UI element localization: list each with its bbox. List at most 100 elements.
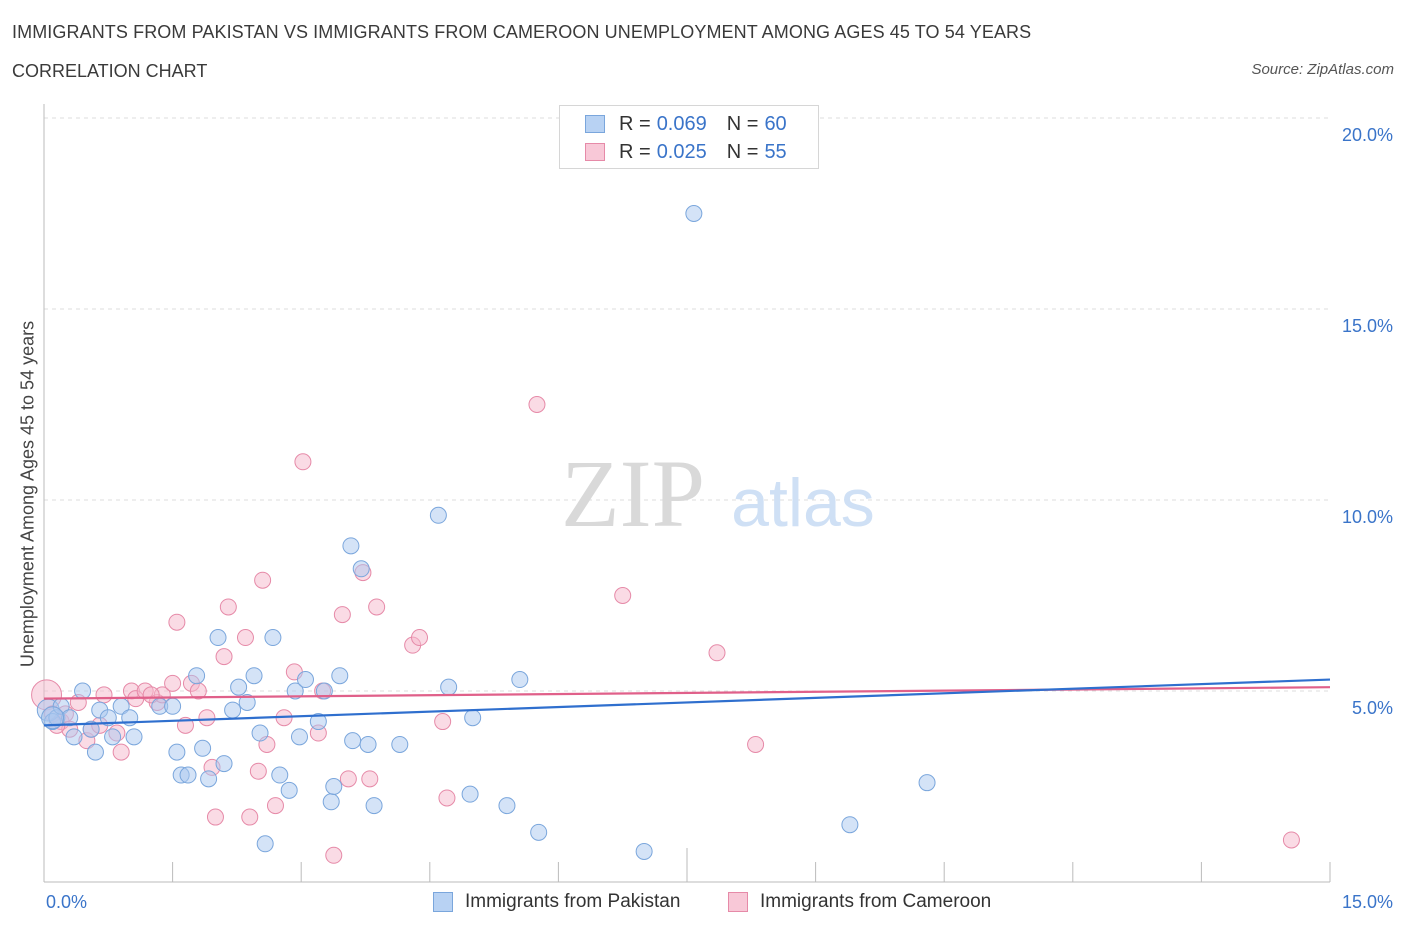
- trend-lines: [43, 678, 1331, 727]
- pakistan-point: [209, 629, 227, 647]
- pakistan-point: [286, 682, 304, 700]
- pakistan-point: [104, 728, 122, 746]
- stats-legend: R = 0.069 N = 60 R = 0.025 N = 55: [559, 105, 819, 169]
- cameroon-trend-line: [43, 686, 1331, 700]
- cameroon-point: [164, 674, 182, 692]
- pakistan-point: [82, 720, 100, 738]
- pakistan-point: [65, 728, 83, 746]
- cameroon-point: [95, 686, 113, 704]
- pakistan-point: [238, 693, 256, 711]
- legend-r-label: R =: [619, 140, 651, 163]
- cameroon-point: [254, 571, 272, 589]
- pakistan-point: [429, 506, 447, 524]
- pakistan-point: [918, 774, 936, 792]
- cameroon-point: [219, 598, 237, 616]
- legend-r-value-pakistan: 0.069: [656, 112, 707, 135]
- pakistan-point: [342, 537, 360, 555]
- pakistan-point: [194, 739, 212, 757]
- pakistan-point: [391, 735, 409, 753]
- pakistan-point: [325, 778, 343, 795]
- pakistan-point: [296, 671, 314, 689]
- pakistan-swatch: [585, 115, 605, 133]
- cameroon-point: [438, 789, 456, 807]
- legend-n-label: N =: [726, 140, 759, 163]
- pakistan-point: [530, 823, 548, 841]
- cameroon-point: [708, 644, 726, 662]
- pakistan-point: [322, 793, 340, 811]
- pakistan-point: [635, 842, 653, 860]
- x-tick-label: 15.0%: [1342, 892, 1393, 912]
- pakistan-point: [331, 667, 349, 685]
- source-credit: Source: ZipAtlas.com: [1251, 61, 1394, 78]
- cameroon-swatch: [585, 143, 605, 161]
- cameroon-point: [368, 598, 386, 616]
- pakistan-point: [251, 724, 269, 742]
- pakistan-point: [200, 770, 218, 788]
- tick-labels: 5.0% 10.0% 15.0% 20.0% 0.0% 15.0%: [46, 125, 1393, 912]
- cameroon-point: [236, 629, 254, 647]
- pakistan-point: [264, 629, 282, 647]
- bottom-legend-pakistan: Immigrants from Pakistan: [433, 889, 680, 915]
- cameroon-point: [241, 808, 259, 826]
- y-tick-label: 20.0%: [1342, 125, 1393, 145]
- pakistan-point: [365, 797, 383, 815]
- legend-row-cameroon: R = 0.025 N = 55: [585, 140, 787, 164]
- cameroon-point: [1282, 831, 1300, 849]
- pakistan-point: [245, 667, 263, 685]
- legend-row-pakistan: R = 0.069 N = 60: [585, 112, 787, 136]
- pakistan-point: [352, 560, 370, 578]
- legend-n-value-cameroon: 55: [764, 140, 787, 163]
- cameroon-point: [198, 709, 216, 727]
- pakistan-point: [461, 785, 479, 803]
- cameroon-point: [168, 613, 186, 631]
- y-tick-label: 5.0%: [1352, 698, 1393, 718]
- pakistan-point: [315, 682, 333, 700]
- cameroon-point: [333, 606, 351, 624]
- cameroon-point: [434, 713, 452, 731]
- bottom-legend-cameroon: Immigrants from Cameroon: [728, 889, 991, 915]
- pakistan-point: [511, 671, 529, 689]
- pakistan-point: [290, 728, 308, 746]
- pakistan-point: [230, 678, 248, 696]
- pakistan-point: [440, 678, 458, 696]
- axes: [43, 104, 1331, 883]
- cameroon-point: [361, 770, 379, 788]
- cameroon-point: [325, 846, 343, 864]
- cameroon-point: [339, 770, 357, 788]
- pakistan-point: [74, 682, 92, 700]
- cameroon-point: [528, 396, 546, 413]
- pakistan-point: [224, 701, 242, 719]
- pakistan-point: [41, 706, 65, 730]
- watermark-zip: ZIP: [561, 440, 705, 547]
- pakistan-point: [309, 713, 327, 731]
- watermark: ZIP atlas: [561, 440, 875, 547]
- pakistan-point: [280, 781, 298, 799]
- pakistan-point: [841, 816, 859, 834]
- chart-subtitle: CORRELATION CHART: [12, 61, 208, 81]
- y-axis-label: Unemployment Among Ages 45 to 54 years: [17, 320, 38, 668]
- pakistan-point: [188, 667, 206, 685]
- legend-n-value-pakistan: 60: [764, 112, 787, 135]
- legend-n-label: N =: [726, 112, 759, 135]
- grid-lines: [44, 117, 1330, 692]
- pakistan-point: [125, 728, 143, 746]
- cameroon-point: [206, 808, 224, 826]
- cameroon-point: [411, 629, 429, 647]
- chart-title: IMMIGRANTS FROM PAKISTAN VS IMMIGRANTS F…: [12, 22, 1032, 42]
- y-tick-label: 15.0%: [1342, 316, 1393, 336]
- pakistan-legend-swatch: [433, 892, 453, 912]
- pakistan-points: [36, 205, 936, 860]
- pakistan-point: [99, 709, 117, 727]
- pakistan-point: [344, 732, 362, 750]
- pakistan-point: [215, 755, 233, 773]
- cameroon-point: [215, 648, 233, 666]
- cameroon-point: [249, 762, 267, 780]
- pakistan-point: [498, 797, 516, 815]
- y-tick-label: 10.0%: [1342, 507, 1393, 527]
- cameroon-point: [266, 797, 284, 815]
- pakistan-point: [164, 697, 182, 715]
- cameroon-point: [614, 587, 632, 604]
- pakistan-point: [86, 743, 104, 761]
- cameroon-legend-label: Immigrants from Cameroon: [760, 891, 992, 912]
